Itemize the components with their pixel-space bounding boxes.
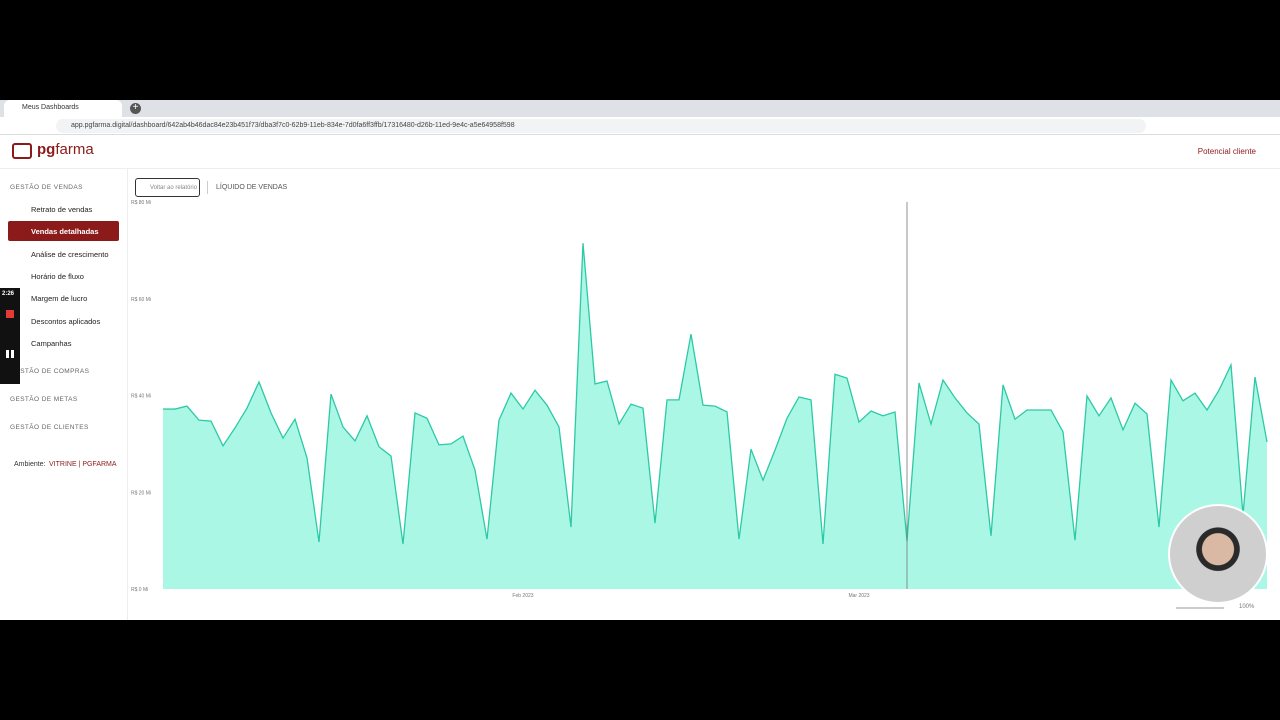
back-button[interactable]: Voltar ao relatório — [135, 178, 200, 197]
y-tick-label: R$ 80 Mi — [131, 200, 151, 206]
logo-pg: pg — [37, 141, 56, 158]
url[interactable]: app.pgfarma.digital/dashboard/642ab4b46d… — [56, 119, 1146, 133]
logo-icon — [12, 143, 32, 159]
nav-item[interactable]: Campanhas — [31, 338, 72, 348]
sidebar: GESTÃO DE VENDAS Retrato de vendas Vendas … — [0, 169, 128, 620]
tab-bar — [0, 100, 1280, 117]
recorder-time: 2:26 — [2, 291, 15, 297]
user[interactable]: Potencial cliente — [1197, 147, 1256, 156]
env-label: Ambiente: — [14, 461, 46, 468]
line — [163, 243, 1268, 545]
pause[interactable] — [6, 350, 14, 358]
zoom: 100% — [1239, 604, 1255, 610]
logo[interactable]: pgfarma — [37, 141, 94, 158]
nav-item[interactable]: Análise de crescimento — [31, 249, 109, 259]
section-title[interactable]: GESTÃO DE CLIENTES — [10, 424, 89, 432]
y-tick-label: R$ 20 Mi — [131, 490, 151, 496]
tab[interactable]: Meus Dashboards — [4, 100, 122, 117]
nav-item[interactable]: Horário de fluxo — [31, 271, 84, 281]
area — [163, 243, 1267, 589]
section-title[interactable]: GESTÃO DE VENDAS — [10, 184, 83, 191]
header: pgfarma Potencial cliente — [0, 135, 1280, 169]
new-tab[interactable]: + — [130, 103, 141, 114]
chart-title: LÍQUIDO DE VENDAS — [216, 184, 288, 191]
y-tick-label: R$ 0 Mi — [131, 587, 148, 593]
x-tick-label: Mar 2023 — [848, 593, 869, 599]
section-title[interactable]: GESTÃO DE METAS — [10, 396, 78, 404]
section-title[interactable]: GESTÃO DE COMPRAS — [10, 368, 90, 376]
nav-item[interactable]: Margem de lucro — [31, 294, 88, 304]
nav-item[interactable]: Descontos aplicados — [31, 316, 101, 326]
x-tick-label: Feb 2023 — [512, 593, 533, 599]
nav-item[interactable]: Vendas detalhadas — [8, 221, 119, 242]
divider — [207, 181, 208, 194]
env-value: VITRINE | PGFARMA — [49, 461, 117, 468]
nav-item[interactable]: Retrato de vendas — [31, 205, 93, 214]
y-tick-label: R$ 40 Mi — [131, 394, 151, 400]
webcam — [1168, 504, 1268, 604]
stop[interactable] — [6, 310, 14, 318]
logo-farma: farma — [55, 141, 94, 158]
recorder: 2:26 — [0, 288, 20, 384]
y-tick-label: R$ 60 Mi — [131, 297, 151, 303]
